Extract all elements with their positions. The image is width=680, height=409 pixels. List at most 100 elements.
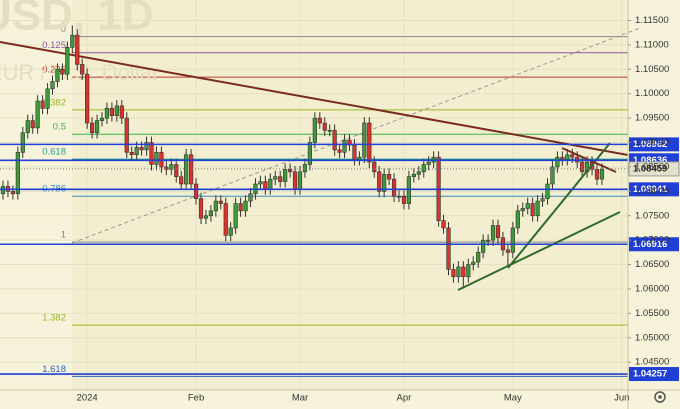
candle-body xyxy=(515,210,520,229)
fib-label: 0.618 xyxy=(42,147,66,158)
candle-body xyxy=(580,161,585,173)
y-tick-label: 1.08500 xyxy=(635,161,669,172)
candle-body xyxy=(332,130,337,151)
candle-body xyxy=(416,171,421,175)
candle-body xyxy=(85,73,90,124)
fib-label: 1.618 xyxy=(42,364,66,375)
candle-body xyxy=(35,100,40,129)
candle-body xyxy=(75,34,80,65)
x-tick-label: May xyxy=(504,393,522,404)
candle-body xyxy=(179,176,184,185)
candle-body xyxy=(283,169,288,182)
candle-body xyxy=(124,117,129,153)
candle-body xyxy=(446,227,451,270)
candle-body xyxy=(164,166,169,170)
candle-body xyxy=(382,173,387,192)
fib-area xyxy=(72,0,628,390)
candle-body xyxy=(510,227,515,253)
candle-body xyxy=(327,130,332,132)
candle-body xyxy=(352,144,357,160)
x-tick-label: 2024 xyxy=(77,393,98,404)
y-tick-label: 1.06000 xyxy=(635,283,669,294)
candle-body xyxy=(213,200,218,212)
x-tick-label: Feb xyxy=(188,393,204,404)
level-label: 1.04257 xyxy=(633,369,667,380)
y-tick-label: 1.05500 xyxy=(635,308,669,319)
y-tick-label: 1.07500 xyxy=(635,210,669,221)
price-levels: 1.08962 1.08636 1.08041 1.06916 1.04257 1.084… xyxy=(0,137,680,382)
candle-body xyxy=(149,142,154,165)
candle-body xyxy=(362,122,367,158)
candle-body xyxy=(208,210,214,217)
fib-label: 0.125 xyxy=(42,40,66,51)
candle-body xyxy=(278,176,283,182)
candle-body xyxy=(396,195,402,198)
fib-diagonal xyxy=(71,27,641,244)
candle-body xyxy=(307,142,313,165)
level-tag xyxy=(629,182,679,197)
candle-body xyxy=(218,200,223,204)
last-price-label: 1.08459 xyxy=(633,163,667,174)
level-label: 1.06916 xyxy=(633,239,667,250)
candle-body xyxy=(466,264,471,278)
candle-body xyxy=(520,208,525,212)
candle-body xyxy=(401,195,407,204)
settings-icon[interactable] xyxy=(654,391,666,403)
candle-body xyxy=(357,156,362,160)
candle-body xyxy=(386,173,392,180)
candle-body xyxy=(312,117,317,143)
x-tick-label: Jun xyxy=(614,393,629,404)
candle-body xyxy=(342,139,347,153)
candle-body xyxy=(104,108,110,119)
candle-body xyxy=(302,164,308,173)
candle-body xyxy=(203,215,209,219)
candle-body xyxy=(154,151,159,165)
candle-body xyxy=(456,266,461,278)
candle-body xyxy=(476,252,481,263)
y-tick-label: 1.11500 xyxy=(635,15,669,26)
candle-body xyxy=(80,64,85,75)
y-tick-label: 1.10000 xyxy=(635,88,669,99)
candle-body xyxy=(94,120,100,134)
candle-body xyxy=(109,108,114,116)
fib-label: 0.5 xyxy=(53,122,66,133)
candle-body xyxy=(20,132,25,153)
candle-body xyxy=(297,171,303,190)
fib-label: 0.236 xyxy=(42,65,66,76)
candle-body xyxy=(119,105,124,119)
candle-body xyxy=(287,169,293,173)
candle-body xyxy=(30,120,35,129)
settings-icon-center xyxy=(658,395,662,399)
y-tick-label: 1.07000 xyxy=(635,235,669,246)
candle-body xyxy=(268,178,273,190)
level-tag xyxy=(629,137,679,152)
candle-body xyxy=(25,120,30,134)
y-tick-label: 1.06500 xyxy=(635,259,669,270)
candle-body xyxy=(560,156,565,160)
candle-body xyxy=(238,203,243,212)
candle-body xyxy=(451,269,456,278)
candle-body xyxy=(45,88,50,109)
candle-body xyxy=(550,166,555,185)
fib-label: 1.382 xyxy=(42,313,66,324)
candle-body xyxy=(570,154,575,158)
candle-body xyxy=(114,105,119,116)
level-tag xyxy=(629,367,679,382)
candle-body xyxy=(594,169,600,180)
candle-body xyxy=(263,181,268,190)
candle-body xyxy=(505,249,511,253)
level-label: 1.08041 xyxy=(633,184,668,195)
candle-body xyxy=(337,149,342,153)
candle-body xyxy=(471,261,476,265)
fib-label: 0.382 xyxy=(42,97,66,108)
candle-body xyxy=(134,147,139,156)
candle-body xyxy=(15,151,20,195)
candle-body xyxy=(174,164,179,177)
candle-body xyxy=(40,100,45,109)
candle-body xyxy=(193,183,199,199)
x-tick-label: Apr xyxy=(397,393,412,404)
y-tick-label: 1.09000 xyxy=(635,137,669,148)
candle-body xyxy=(530,203,535,217)
